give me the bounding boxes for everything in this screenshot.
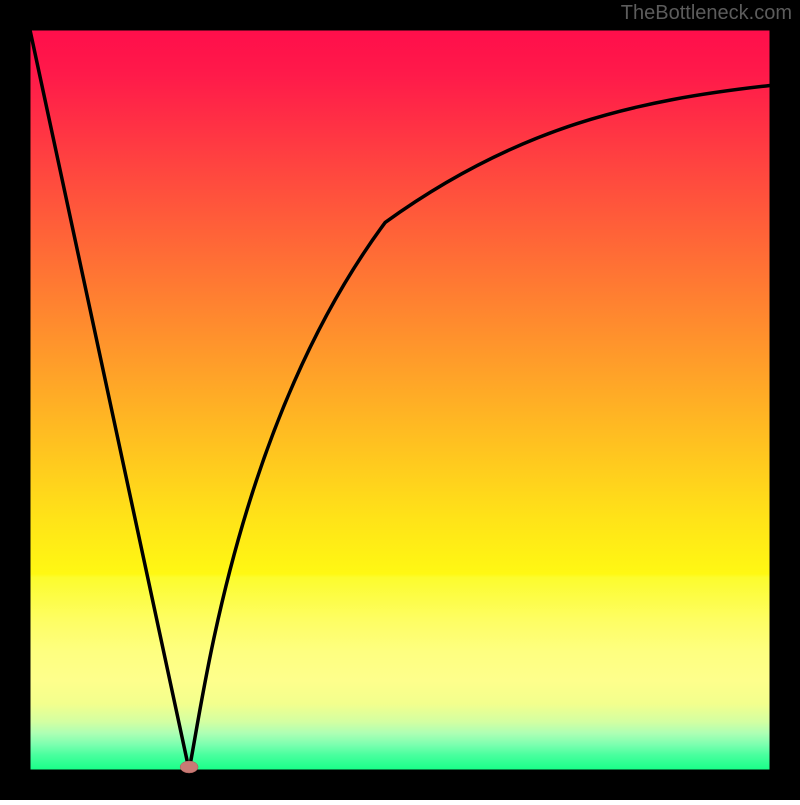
plot-background: [30, 30, 770, 770]
chart-container: TheBottleneck.com: [0, 0, 800, 800]
bottleneck-chart-svg: [0, 0, 800, 800]
valley-marker: [180, 761, 198, 773]
watermark-text: TheBottleneck.com: [621, 2, 792, 25]
